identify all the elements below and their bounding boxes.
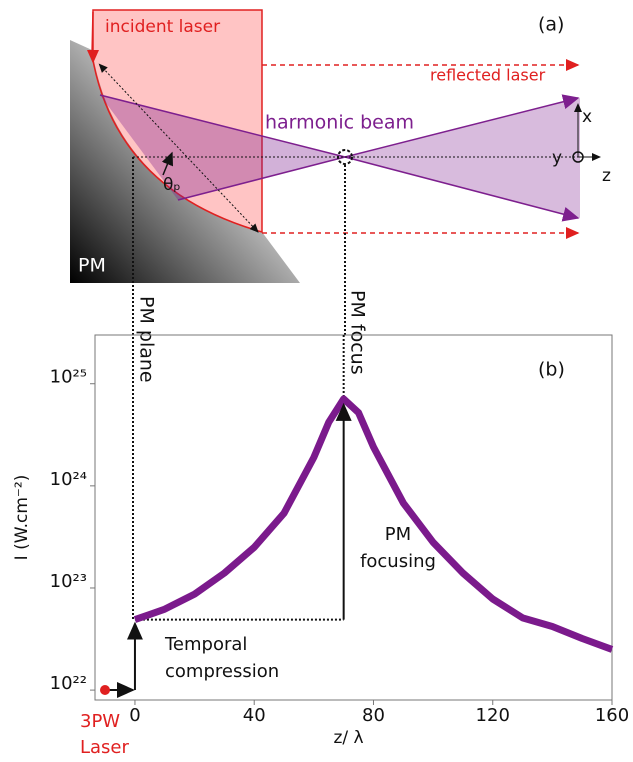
x-tick-label: 120 [476, 705, 510, 726]
panel-label: (b) [538, 359, 565, 381]
angle-arrow [161, 151, 174, 176]
label: reflected laser [430, 66, 546, 85]
y-tick-label: 10²² [50, 673, 87, 694]
label: PM [78, 255, 106, 277]
harmonic-beam [345, 98, 580, 218]
y-tick-label: 10²⁵ [50, 367, 87, 388]
label: z [602, 166, 611, 186]
label: incident laser [105, 17, 220, 37]
annotation: 3PW [80, 711, 120, 732]
plot-frame [94, 334, 613, 701]
y-tick-label: 10²³ [50, 571, 87, 592]
annotation: PM [385, 524, 411, 545]
annotation: focusing [360, 551, 436, 572]
beam-edge [344, 94, 580, 158]
label: y [552, 148, 562, 168]
label: θₚ [163, 175, 181, 195]
focus [337, 149, 353, 165]
x-tick-label: 40 [243, 705, 266, 726]
y-axis-label: I (W.cm⁻²) [12, 475, 32, 561]
panel-label: (a) [538, 14, 564, 36]
x-tick-label: 160 [595, 705, 629, 726]
axis-y [572, 151, 584, 163]
annotation: Laser [80, 737, 130, 758]
x-axis-label: z/ λ [333, 728, 363, 748]
y-tick-label: 10²⁴ [50, 469, 87, 490]
label: harmonic beam [265, 112, 414, 134]
annotation: compression [165, 661, 279, 682]
data-line [133, 395, 614, 653]
beam-edge [344, 156, 580, 222]
annotation: Temporal [164, 634, 247, 655]
label: PM plane [136, 296, 158, 383]
x-tick-label: 0 [129, 705, 140, 726]
label: PM focus [347, 290, 369, 375]
x-tick-label: 80 [362, 705, 385, 726]
chart: 10²² 10²³ 10²⁴ 10²⁵ 0 40 80 120 160 I (W.cm⁻²) z/ … [12, 334, 629, 758]
label: x [582, 107, 592, 127]
source-dot [100, 685, 110, 695]
